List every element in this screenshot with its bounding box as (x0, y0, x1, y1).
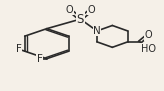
Text: S: S (77, 13, 84, 26)
Text: O: O (87, 5, 95, 15)
Text: F: F (16, 44, 21, 54)
Text: F: F (37, 54, 43, 64)
Text: N: N (93, 26, 101, 36)
Text: HO: HO (141, 44, 156, 54)
Text: O: O (66, 5, 73, 15)
Text: O: O (144, 30, 152, 40)
